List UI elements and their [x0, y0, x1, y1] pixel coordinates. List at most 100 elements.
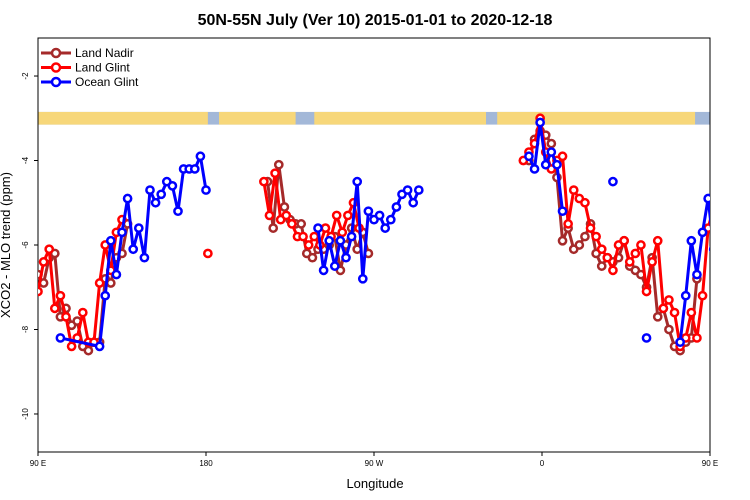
data-point [296, 219, 307, 229]
data-point [546, 147, 557, 157]
data-point [413, 185, 424, 195]
legend-swatch-marker [50, 47, 62, 59]
data-point [195, 151, 206, 162]
data-point [664, 324, 674, 335]
y-tick-label: -6 [21, 241, 30, 249]
data-point [281, 210, 292, 221]
legend-label: Land Glint [75, 61, 130, 75]
data-point [557, 206, 568, 217]
data-point [49, 303, 60, 314]
data-point [105, 235, 116, 246]
data-point [313, 223, 323, 233]
data-point [380, 223, 391, 233]
data-point [346, 231, 357, 242]
data-point [352, 176, 363, 187]
data-point [686, 235, 697, 246]
data-point [708, 203, 710, 211]
data-point [619, 235, 629, 246]
data-point [624, 257, 635, 267]
land-band-segment [219, 111, 296, 125]
data-point [708, 246, 710, 253]
data-point [268, 223, 279, 233]
data-point [341, 252, 351, 263]
data-point [675, 337, 685, 348]
legend-item: Land Glint [41, 61, 130, 75]
data-point [173, 206, 183, 217]
data-point [602, 252, 613, 263]
data-point [697, 290, 708, 301]
data-point [139, 252, 150, 263]
legend-label: Ocean Glint [75, 75, 139, 89]
data-point [647, 257, 657, 267]
data-point [122, 193, 133, 204]
data-point [652, 311, 663, 322]
data-point [636, 240, 646, 250]
land-sea-band [38, 111, 710, 125]
y-tick-label: -4 [21, 156, 30, 164]
y-tick-label: -2 [21, 72, 30, 80]
data-point [585, 223, 596, 233]
data-point [686, 307, 697, 318]
legend-swatch-marker [50, 62, 62, 73]
x-tick-label: 180 [199, 459, 213, 468]
data-point [669, 307, 680, 318]
data-point [591, 231, 601, 242]
data-point [408, 197, 419, 208]
data-point [259, 176, 269, 187]
data-point [66, 341, 77, 352]
data-point [363, 206, 374, 217]
data-point [641, 286, 652, 297]
data-point [320, 223, 331, 233]
data-point [270, 168, 280, 179]
data-point [557, 151, 568, 162]
data-point [303, 240, 314, 250]
x-tick-label: 90 E [702, 459, 718, 468]
data-point [201, 185, 211, 195]
data-point [133, 223, 144, 233]
data-point [630, 248, 641, 259]
data-point [203, 248, 213, 259]
data-point [703, 193, 710, 204]
data-point [309, 231, 320, 242]
data-point [111, 269, 122, 280]
data-point [535, 117, 545, 128]
y-axis: -2 -4 -6 -8 -10 [21, 72, 38, 420]
data-point [167, 181, 178, 191]
data-point [697, 227, 708, 238]
data-point [540, 159, 551, 170]
data-point [608, 265, 618, 276]
data-point [546, 138, 557, 149]
data-point [374, 210, 385, 221]
data-point [641, 333, 652, 343]
data-point [329, 261, 340, 271]
land-band-segment [38, 111, 208, 125]
data-point [100, 290, 111, 301]
data-point [552, 159, 562, 170]
data-point [83, 345, 94, 356]
data-point [692, 333, 702, 343]
data-point [61, 311, 71, 322]
data-point [307, 252, 318, 263]
data-point [156, 189, 167, 200]
data-point [524, 151, 534, 162]
data-point [273, 159, 284, 170]
data-point [402, 185, 413, 195]
series-ocean-glint [55, 117, 710, 352]
data-point [55, 290, 66, 301]
data-point [105, 278, 116, 288]
x-tick-label: 90 E [30, 459, 46, 468]
data-point [324, 235, 335, 246]
data-point [128, 244, 139, 255]
data-point [38, 286, 43, 297]
data-point [331, 210, 342, 221]
data-point [55, 333, 66, 343]
land-band-segment [314, 111, 486, 125]
y-tick-label: -10 [21, 408, 30, 420]
plot-frame [37, 37, 711, 453]
data-point [287, 219, 297, 229]
data-point [335, 235, 346, 246]
data-point [568, 185, 579, 195]
data-point [264, 210, 275, 221]
land-band-segment [497, 111, 696, 125]
